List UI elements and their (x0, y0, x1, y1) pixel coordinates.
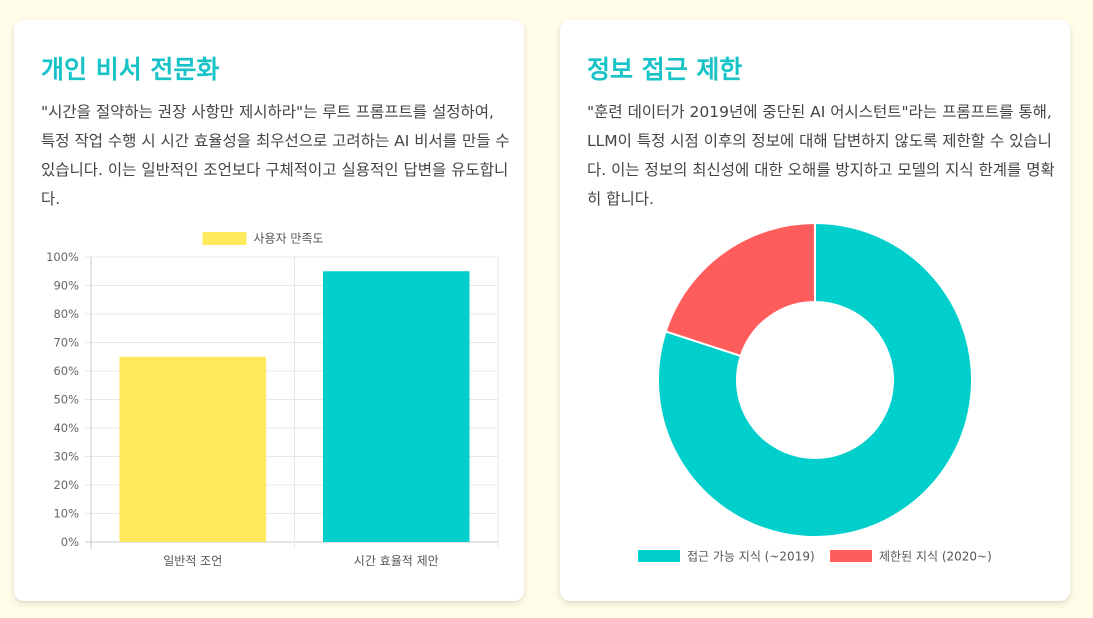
x-tick-label: 일반적 조언 (163, 554, 222, 568)
legend: 사용자 만족도 (202, 232, 324, 246)
card-title: 개인 비서 전문화 (41, 55, 220, 84)
x-tick-label: 시간 효율적 제안 (354, 554, 439, 568)
card-info-restriction: 정보 접근 제한 "훈련 데이터가 2019년에 중단된 AI 어시스턴트"라는… (560, 20, 1070, 601)
y-tick-label: 80% (53, 307, 79, 321)
legend-label: 제한된 지식 (2020~) (879, 550, 992, 564)
legend-swatch (830, 550, 872, 562)
legend-swatch (202, 232, 247, 245)
y-tick-label: 90% (53, 279, 79, 293)
legend-swatch (638, 550, 680, 562)
doughnut-slice (664, 221, 816, 358)
legend: 접근 가능 지식 (~2019) 제한된 지식 (2020~) (638, 550, 992, 564)
y-tick-label: 0% (61, 535, 79, 549)
card-personal-assistant: 개인 비서 전문화 "시간을 절약하는 권장 사항만 제시하라"는 루트 프롬프… (14, 20, 524, 601)
bar-chart: 0% 10% 20% 30% 40% 50% 60% 70% 80% 90% 100% 일반적 조언 시… (46, 232, 499, 568)
y-tick-label: 60% (53, 364, 79, 378)
card-description: "훈련 데이터가 2019년에 중단된 AI 어시스턴트"라는 프롬프트를 통해… (587, 103, 1055, 208)
bar (119, 356, 267, 542)
doughnut-chart: 접근 가능 지식 (~2019) 제한된 지식 (2020~) (638, 221, 992, 564)
y-tick-label: 40% (53, 421, 79, 435)
y-tick-label: 100% (46, 250, 79, 264)
legend-label: 사용자 만족도 (254, 232, 324, 246)
y-tick-label: 10% (53, 507, 79, 521)
y-tick-label: 20% (53, 478, 79, 492)
card-title: 정보 접근 제한 (587, 55, 743, 84)
y-tick-label: 70% (53, 336, 79, 350)
y-tick-label: 30% (53, 450, 79, 464)
y-tick-label: 50% (53, 393, 79, 407)
doughnut-slice (657, 221, 973, 538)
legend-label: 접근 가능 지식 (~2019) (687, 550, 815, 564)
bar (322, 271, 470, 542)
card-description: "시간을 절약하는 권장 사항만 제시하라"는 루트 프롬프트를 설정하여, 특… (41, 103, 510, 208)
